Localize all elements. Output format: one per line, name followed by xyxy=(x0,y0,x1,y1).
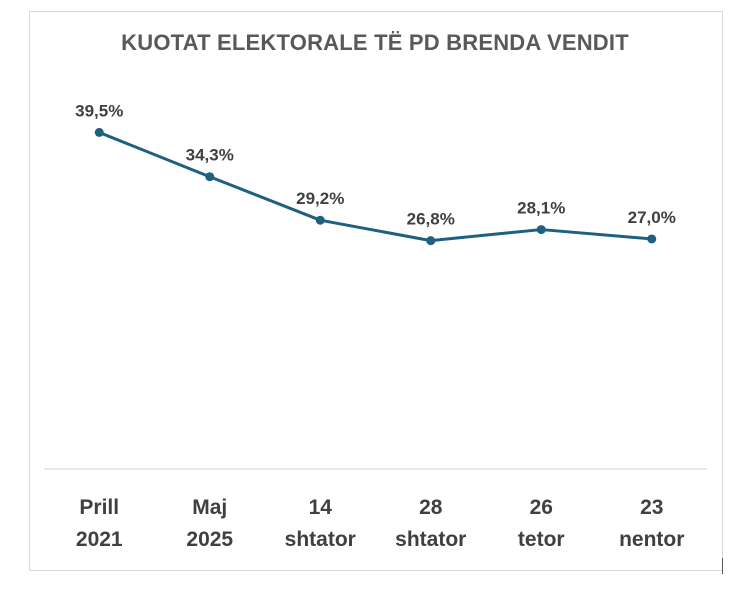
x-tick-label-6: 23 nentor xyxy=(619,496,684,551)
data-label-6: 27,0% xyxy=(628,208,676,227)
data-point-3 xyxy=(315,215,325,225)
x-tick-label-5: 26 tetor xyxy=(518,496,565,551)
series-line xyxy=(98,131,652,243)
data-label-4: 26,8% xyxy=(407,210,455,229)
x-tick-labels: Prill 2021 Maj 2025 14 shtator 28 shtator 26 teto… xyxy=(76,496,685,551)
data-point-6 xyxy=(647,234,657,244)
data-labels: 39,5% 34,3% 29,2% 26,8% 28,1% 27,0% xyxy=(75,101,676,228)
frame-edge-mark xyxy=(722,558,723,574)
data-point-1 xyxy=(94,127,104,137)
data-label-1: 39,5% xyxy=(75,101,123,120)
x-tick-label-3: 14 shtator xyxy=(285,496,356,551)
data-label-2: 34,3% xyxy=(186,146,234,165)
x-tick-label-1: Prill 2021 xyxy=(76,496,123,551)
chart-title: KUOTAT ELEKTORALE TË PD BRENDA VENDIT xyxy=(121,30,629,55)
x-tick-label-4: 28 shtator xyxy=(395,496,466,551)
data-label-3: 29,2% xyxy=(296,189,344,208)
data-point-2 xyxy=(205,172,215,182)
data-label-5: 28,1% xyxy=(517,199,565,218)
x-tick-label-2: Maj 2025 xyxy=(186,496,233,551)
data-points xyxy=(94,127,657,246)
data-point-5 xyxy=(536,225,546,235)
chart-frame xyxy=(29,11,723,571)
data-point-4 xyxy=(426,236,436,246)
